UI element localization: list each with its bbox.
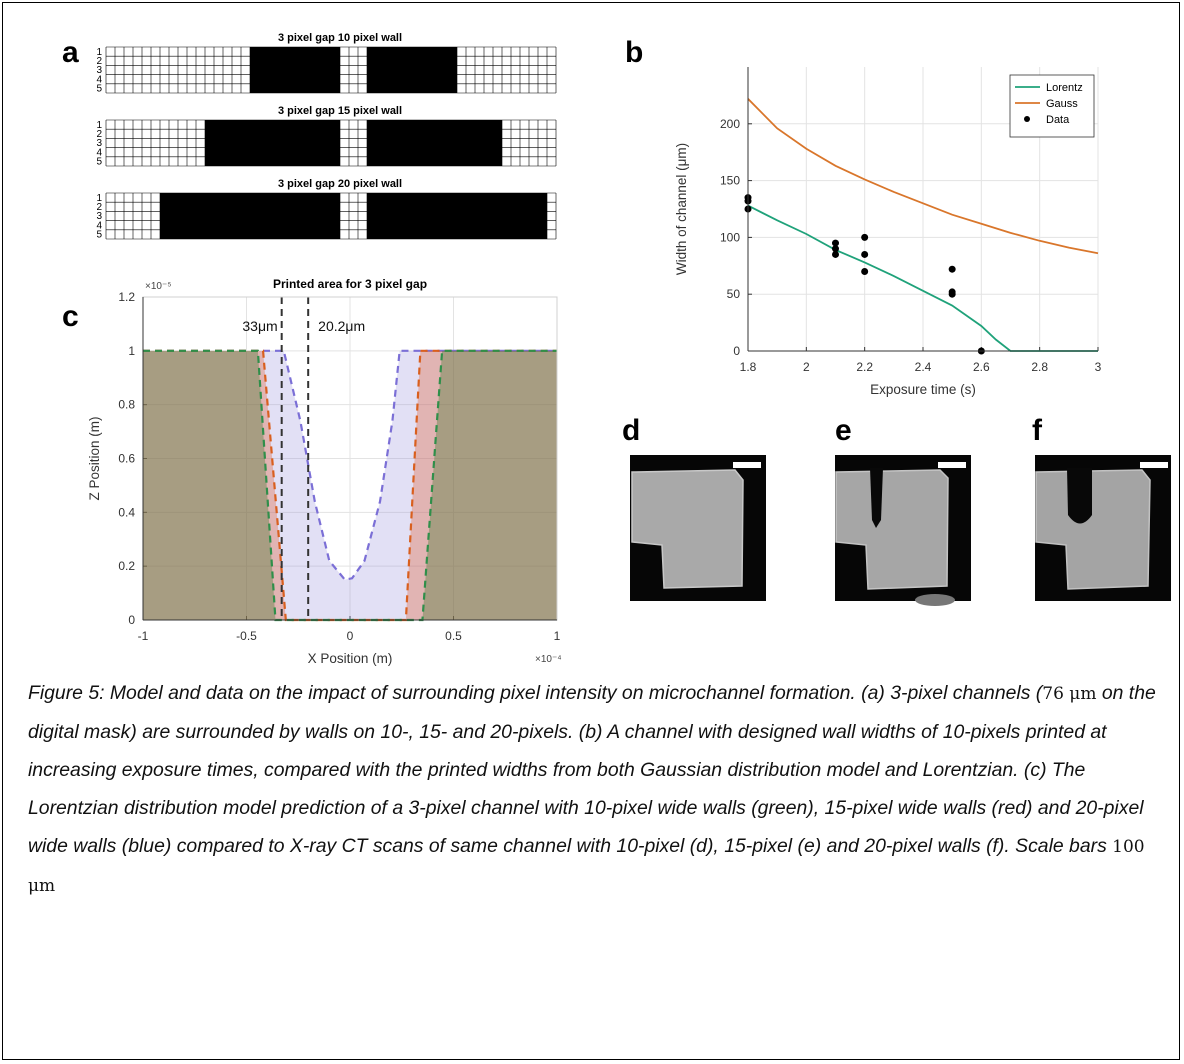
caption-text: 76 μm: [1042, 684, 1096, 704]
y-tick-label: 0.2: [118, 559, 135, 573]
x-tick-label: 1.8: [740, 360, 757, 374]
x-tick-label: 1: [554, 629, 561, 643]
x-tick-label: 2.2: [856, 360, 873, 374]
legend-label: Data: [1046, 114, 1070, 126]
x-tick-label: -1: [138, 629, 149, 643]
annotation: 20.2μm: [318, 318, 365, 334]
ct-scan-d: [630, 455, 766, 601]
y-tick-label: 200: [720, 117, 740, 131]
panel-label: e: [835, 414, 852, 447]
gap: [340, 193, 367, 239]
data-point: [949, 266, 956, 273]
grid-title: 3 pixel gap 20 pixel wall: [278, 178, 402, 190]
x-tick-label: 2.4: [915, 360, 932, 374]
legend-label: Lorentz: [1046, 82, 1083, 94]
y-tick-label: 0: [733, 344, 740, 358]
data-point: [861, 234, 868, 241]
ct-scan-f: [1035, 455, 1171, 601]
y-multiplier: ×10⁻⁵: [145, 281, 171, 292]
gap: [340, 47, 367, 93]
y-axis-label: Z Position (m): [87, 416, 102, 500]
wall-left: [205, 120, 340, 166]
y-tick-label: 150: [720, 174, 740, 188]
x-axis-label: Exposure time (s): [870, 382, 976, 397]
row-label: 5: [96, 84, 102, 95]
y-tick-label: 0: [128, 613, 135, 627]
x-tick-label: 0.5: [445, 629, 462, 643]
data-point: [861, 268, 868, 275]
y-tick-label: 100: [720, 230, 740, 244]
panel-label: a: [62, 36, 79, 69]
y-axis-label: Width of channel (μm): [674, 143, 689, 275]
chart-title: Printed area for 3 pixel gap: [273, 277, 427, 291]
grid-title: 3 pixel gap 10 pixel wall: [278, 32, 402, 44]
gap: [340, 120, 367, 166]
caption-text: on the digital mask) are surrounded by w…: [28, 682, 1156, 857]
chart-panel: 1.8 2 2.2 2.4 2.6 2.8 3 0 50 100 150 200 Exposure ti…: [674, 67, 1102, 397]
data-point: [832, 251, 839, 258]
panel-label: d: [622, 414, 640, 447]
x-tick-label: 2.6: [973, 360, 990, 374]
y-tick-label: 0.6: [118, 452, 135, 466]
y-tick-label: 1: [128, 344, 135, 358]
data-point: [861, 251, 868, 258]
x-multiplier: ×10⁻⁴: [535, 654, 562, 665]
row-label: 5: [96, 230, 102, 241]
grid-title: 3 pixel gap 15 pixel wall: [278, 105, 402, 117]
ct-scan-e: [835, 455, 971, 606]
chart-panel: -1 -0.5 0 0.5 1 0 0.2 0.4 0.6 0.8 1 1.2 33μm 20.2μm Pr…: [87, 277, 562, 666]
y-tick-label: 0.4: [118, 505, 135, 519]
x-tick-label: -0.5: [236, 629, 257, 643]
panel-label: b: [625, 36, 643, 69]
legend-label: Gauss: [1046, 98, 1078, 110]
x-tick-label: 2: [803, 360, 810, 374]
data-point: [949, 291, 956, 298]
wall-right: [367, 120, 502, 166]
legend: Lorentz Gauss Data: [1010, 75, 1094, 137]
y-tick-label: 0.8: [118, 398, 135, 412]
legend-swatch: [1024, 116, 1030, 122]
panel-label: f: [1032, 414, 1043, 447]
x-tick-label: 2.8: [1031, 360, 1048, 374]
y-tick-label: 50: [727, 287, 741, 301]
panel-label: c: [62, 300, 79, 333]
x-tick-label: 3: [1095, 360, 1102, 374]
x-tick-label: 0: [347, 629, 354, 643]
page: abcdef3 pixel gap 10 pixel wall123453 pi…: [0, 0, 1184, 1064]
caption: Figure 5: Model and data on the impact o…: [28, 674, 1163, 905]
row-label: 5: [96, 157, 102, 168]
annotation: 33μm: [242, 318, 277, 334]
caption-text: Figure 5: Model and data on the impact o…: [28, 682, 1042, 704]
y-tick-label: 1.2: [118, 290, 135, 304]
x-axis-label: X Position (m): [308, 651, 393, 666]
